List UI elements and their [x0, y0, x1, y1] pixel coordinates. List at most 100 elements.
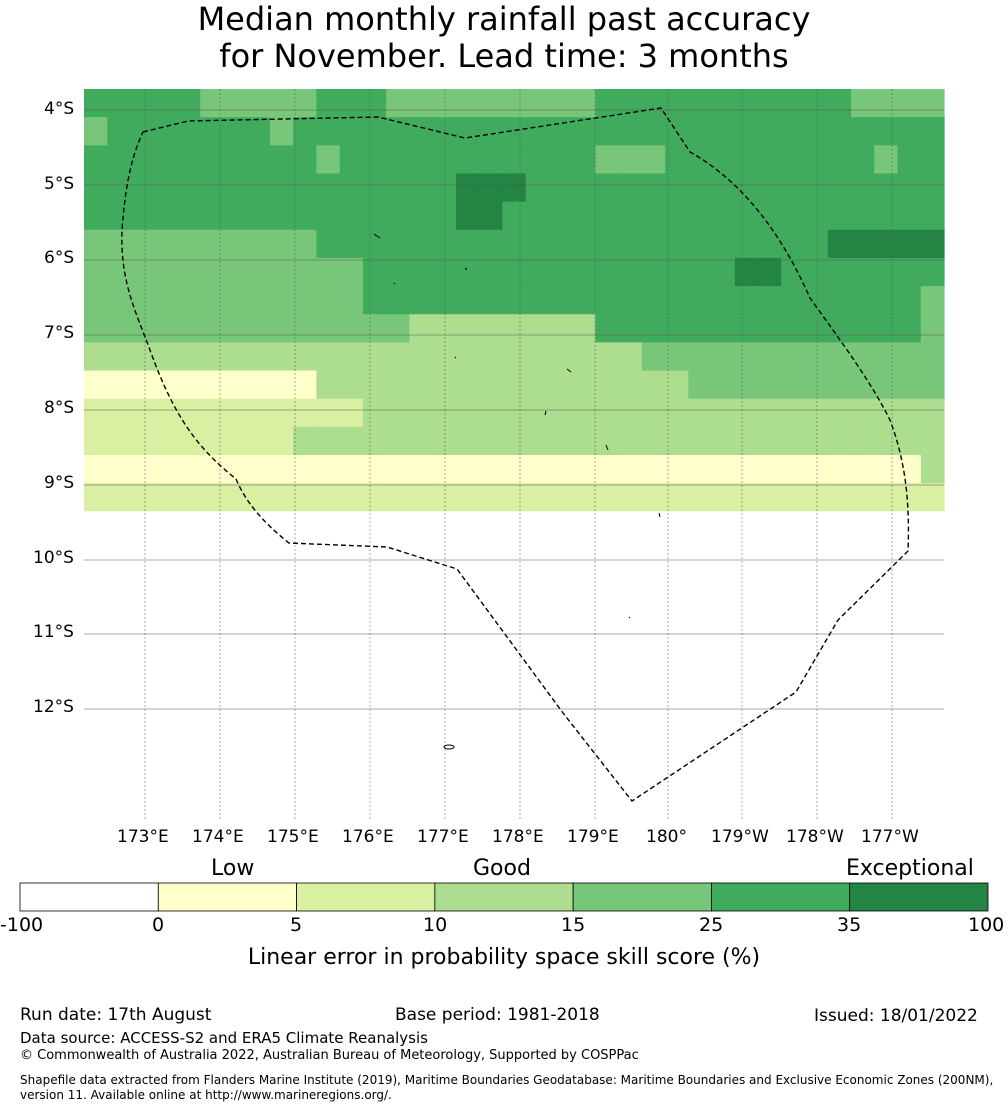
map-cell [316, 595, 341, 625]
map-cell [641, 398, 666, 428]
map-cell [711, 792, 736, 822]
map-cell [223, 483, 248, 512]
map-cell [688, 567, 713, 597]
island [628, 616, 631, 619]
map-cell [618, 286, 643, 315]
map-cell [409, 229, 434, 259]
map-cell [479, 145, 503, 175]
map-cell [548, 567, 573, 597]
map-cell [479, 201, 503, 231]
map-cell [572, 342, 596, 372]
map-cell [874, 764, 899, 794]
map-cell [920, 792, 945, 822]
map-cell [455, 370, 480, 400]
map-cell [386, 455, 410, 484]
map-cell [641, 145, 666, 175]
map-cell [781, 145, 806, 175]
map-cell [758, 286, 782, 315]
island [566, 368, 572, 373]
map-cells [84, 89, 945, 822]
map-cell [223, 455, 248, 484]
map-cell [688, 286, 713, 315]
map-cell [107, 398, 132, 428]
map-cell [827, 257, 852, 287]
map-cell [479, 117, 503, 146]
map-cell [455, 286, 480, 315]
map-cell [572, 201, 596, 231]
map-gridlines [84, 89, 944, 821]
map-cell [525, 652, 550, 681]
map-cell [316, 792, 341, 822]
map-cell [362, 595, 387, 625]
map-cell [734, 173, 759, 203]
map-cell [316, 286, 341, 315]
map-cell [316, 370, 341, 400]
map-cell [200, 623, 225, 653]
map-cell [362, 286, 387, 315]
map-cell [455, 764, 480, 794]
map-cell [851, 623, 875, 653]
map-cell [595, 286, 620, 315]
map-cell [734, 652, 759, 681]
map-cell [758, 257, 782, 287]
map-cell [293, 314, 318, 343]
map-cell [339, 623, 364, 653]
map-cell [688, 511, 713, 541]
map-cell [107, 117, 132, 146]
map-cell [479, 539, 503, 569]
map-cell [548, 483, 573, 512]
shapefile-credit-line1: Shapefile data extracted from Flanders M… [20, 1073, 994, 1087]
map-cell [734, 286, 759, 315]
map-cell [293, 483, 318, 512]
map-cell [200, 229, 225, 259]
map-cell [432, 792, 457, 822]
map-cell [293, 201, 318, 231]
map-cell [595, 145, 620, 175]
map-cell [339, 455, 364, 484]
island [464, 267, 468, 271]
map-cell [572, 511, 596, 541]
map-cell [176, 680, 201, 709]
map-cell [362, 736, 387, 766]
map-cell [711, 680, 736, 709]
map-cell [804, 652, 829, 681]
map-cell [223, 398, 248, 428]
map-cell [572, 539, 596, 569]
map-cell [618, 708, 643, 738]
map-cell [851, 680, 875, 709]
map-cell [711, 145, 736, 175]
lat-label: 10°S [33, 548, 74, 568]
map-cell [665, 680, 689, 709]
map-cell [176, 623, 201, 653]
map-cell [548, 792, 573, 822]
map-cell [223, 736, 248, 766]
map-cell [572, 680, 596, 709]
map-cell [130, 764, 155, 794]
map-cell [479, 257, 503, 287]
map-cell [711, 173, 736, 203]
map-cell [107, 567, 132, 597]
map-cell [502, 342, 527, 372]
map-cell [548, 314, 573, 343]
map-cell [618, 426, 643, 456]
map-cell [107, 286, 132, 315]
map-cell [293, 652, 318, 681]
map-cell [920, 370, 945, 400]
map-cell [781, 229, 806, 259]
map-cell [316, 736, 341, 766]
lat-label: 8°S [44, 398, 75, 418]
map-cell [804, 792, 829, 822]
map-cell [595, 567, 620, 597]
map-cell [711, 652, 736, 681]
map-cell [595, 539, 620, 569]
map-cell [734, 314, 759, 343]
map-cell [223, 229, 248, 259]
map-cell [386, 314, 410, 343]
map-cell [130, 483, 155, 512]
map-cell [897, 623, 922, 653]
map-cell [223, 595, 248, 625]
lon-label: 173°E [117, 827, 169, 847]
map-cell [781, 314, 806, 343]
map-cell [688, 455, 713, 484]
map-cell [781, 764, 806, 794]
